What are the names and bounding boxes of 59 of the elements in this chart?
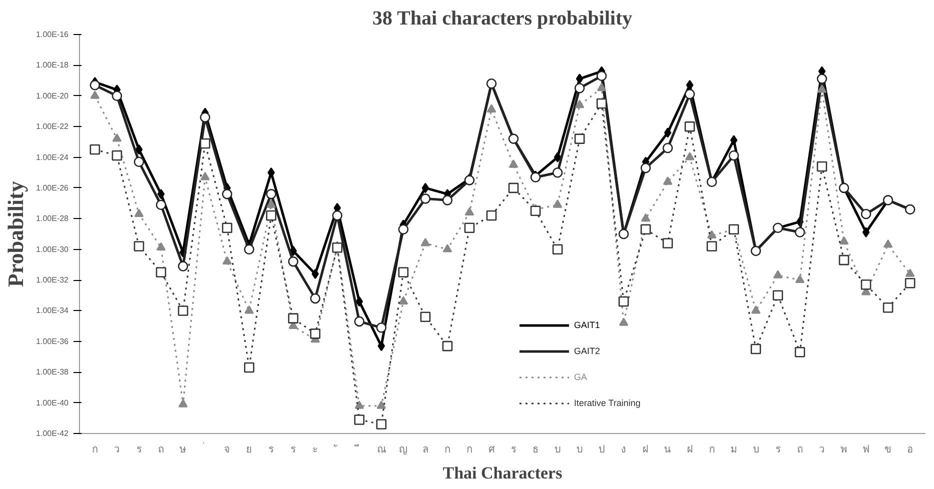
x-tick-label: ฟ [862,444,870,456]
y-tick-label: 1.00E-34 [36,306,70,316]
x-tick-label: ี [353,444,360,456]
text: GAIT1 [574,320,600,330]
x-tick-label: จ [224,444,230,456]
x-tick-label: ร [511,444,518,456]
x-tick-label: ญ [398,444,408,456]
x-tick-label: ษ [180,444,187,456]
y-tick-label: 1.00E-32 [36,276,70,285]
x-axis-title: Thai Characters [442,464,563,482]
y-tick-label: 1.00E-24 [36,152,70,162]
x-tick-label: บ [752,444,759,456]
x-tick-label: ถ [158,444,164,456]
x-tick-label: ก [466,444,472,456]
x-tick-label: ฝ [642,444,649,456]
x-tick-label: ณ [376,444,386,456]
y-tick-label: 1.00E-30 [36,244,70,254]
x-tick-label: ง [621,444,626,456]
x-tick-label: ธ [532,444,539,456]
y-tick-label: 1.00E-22 [36,122,70,132]
text: GAIT2 [574,346,600,356]
x-tick-label: ก [92,444,98,456]
x-tick-label: ย [246,444,252,456]
y-tick-label: 1.00E-26 [36,183,70,192]
x-tick-label: ร [290,444,297,456]
x-tick-label: ม [730,444,738,456]
x-tick-label: ฝ [686,444,693,456]
x-tick-label: ถ [796,444,803,456]
x-tick-label: บ [576,444,583,456]
y-tick-label: 1.00E-40 [36,398,70,408]
x-tick-label: ศ [488,444,496,456]
y-tick-label: 1.00E-36 [36,336,70,346]
x-tick-label: น [664,444,672,456]
x-tick-label: พ [840,444,848,456]
x-tick-label: ข [884,444,892,456]
y-tick-label: 1.00E-42 [36,429,70,438]
x-tick-label: ร [136,444,142,456]
x-tick-label: ร [775,444,782,456]
y-tick-label: 1.00E-20 [36,91,70,100]
chart-title: 38 Thai characters probability [372,8,632,30]
x-tick-label: ล [422,444,428,456]
x-tick-label: ก [708,444,715,456]
x-tick-label: ก [444,444,450,456]
x-tick-label: ว [818,444,825,456]
x-tick-label: อ [907,444,914,456]
x-tick-label: ป [598,444,605,456]
y-tick-label: 1.00E-18 [36,60,70,70]
y-axis-title: Probability [3,181,28,287]
x-tick-label: ว [114,444,120,456]
y-tick-label: 1.00E-28 [36,214,70,224]
x-tick-label: ะ [312,444,318,456]
y-tick-label: 1.00E-38 [36,368,70,377]
x-tick-label: บ [554,444,561,456]
x-tick-label: ร [268,444,275,456]
text: GA [574,372,588,382]
text: Iterative Training [574,398,641,408]
x-tick-label: ั [333,444,338,456]
x-tick-label: ่ [203,442,206,456]
y-tick-label: 1.00E-16 [36,30,70,39]
